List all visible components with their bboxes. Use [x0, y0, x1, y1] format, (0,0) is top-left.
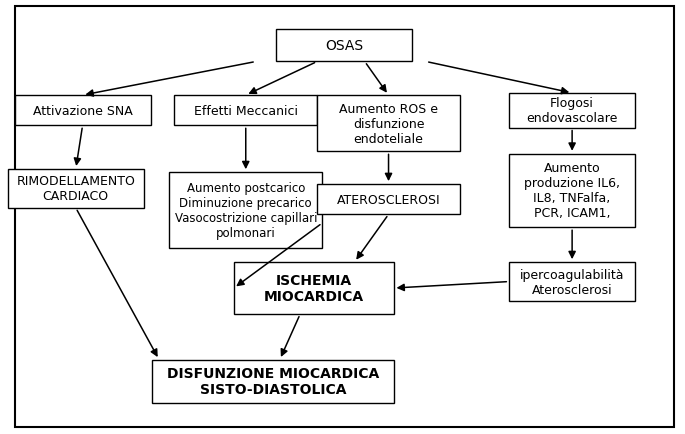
Text: Aumento postcarico
Diminuzione precarico
Vasocostrizione capillari
polmonari: Aumento postcarico Diminuzione precarico…	[175, 181, 317, 240]
Text: OSAS: OSAS	[325, 39, 364, 53]
FancyBboxPatch shape	[317, 96, 460, 152]
FancyBboxPatch shape	[317, 184, 460, 215]
Text: Aumento ROS e
disfunzione
endoteliale: Aumento ROS e disfunzione endoteliale	[339, 102, 438, 145]
Text: DISFUNZIONE MIOCARDICA
SISTO-DIASTOLICA: DISFUNZIONE MIOCARDICA SISTO-DIASTOLICA	[167, 366, 379, 396]
FancyBboxPatch shape	[234, 263, 394, 314]
FancyBboxPatch shape	[509, 154, 635, 228]
FancyBboxPatch shape	[276, 30, 412, 62]
FancyBboxPatch shape	[152, 360, 394, 403]
Text: RIMODELLAMENTO
CARDIACO: RIMODELLAMENTO CARDIACO	[16, 175, 135, 203]
FancyBboxPatch shape	[8, 169, 144, 208]
Text: ISCHEMIA
MIOCARDICA: ISCHEMIA MIOCARDICA	[264, 273, 364, 303]
FancyBboxPatch shape	[509, 263, 635, 301]
FancyBboxPatch shape	[169, 173, 322, 248]
Text: Aumento
produzione IL6,
IL8, TNFalfa,
PCR, ICAM1,: Aumento produzione IL6, IL8, TNFalfa, PC…	[524, 162, 620, 220]
Text: Flogosi
endovascolare: Flogosi endovascolare	[527, 97, 618, 125]
FancyBboxPatch shape	[14, 96, 151, 126]
Text: ipercoagulabilità
Aterosclerosi: ipercoagulabilità Aterosclerosi	[520, 268, 624, 296]
FancyBboxPatch shape	[509, 94, 635, 128]
FancyBboxPatch shape	[14, 7, 674, 427]
FancyBboxPatch shape	[175, 96, 317, 126]
Text: Effetti Meccanici: Effetti Meccanici	[194, 105, 298, 118]
Text: Attivazione SNA: Attivazione SNA	[33, 105, 132, 118]
Text: ATEROSCLEROSI: ATEROSCLEROSI	[337, 193, 440, 206]
